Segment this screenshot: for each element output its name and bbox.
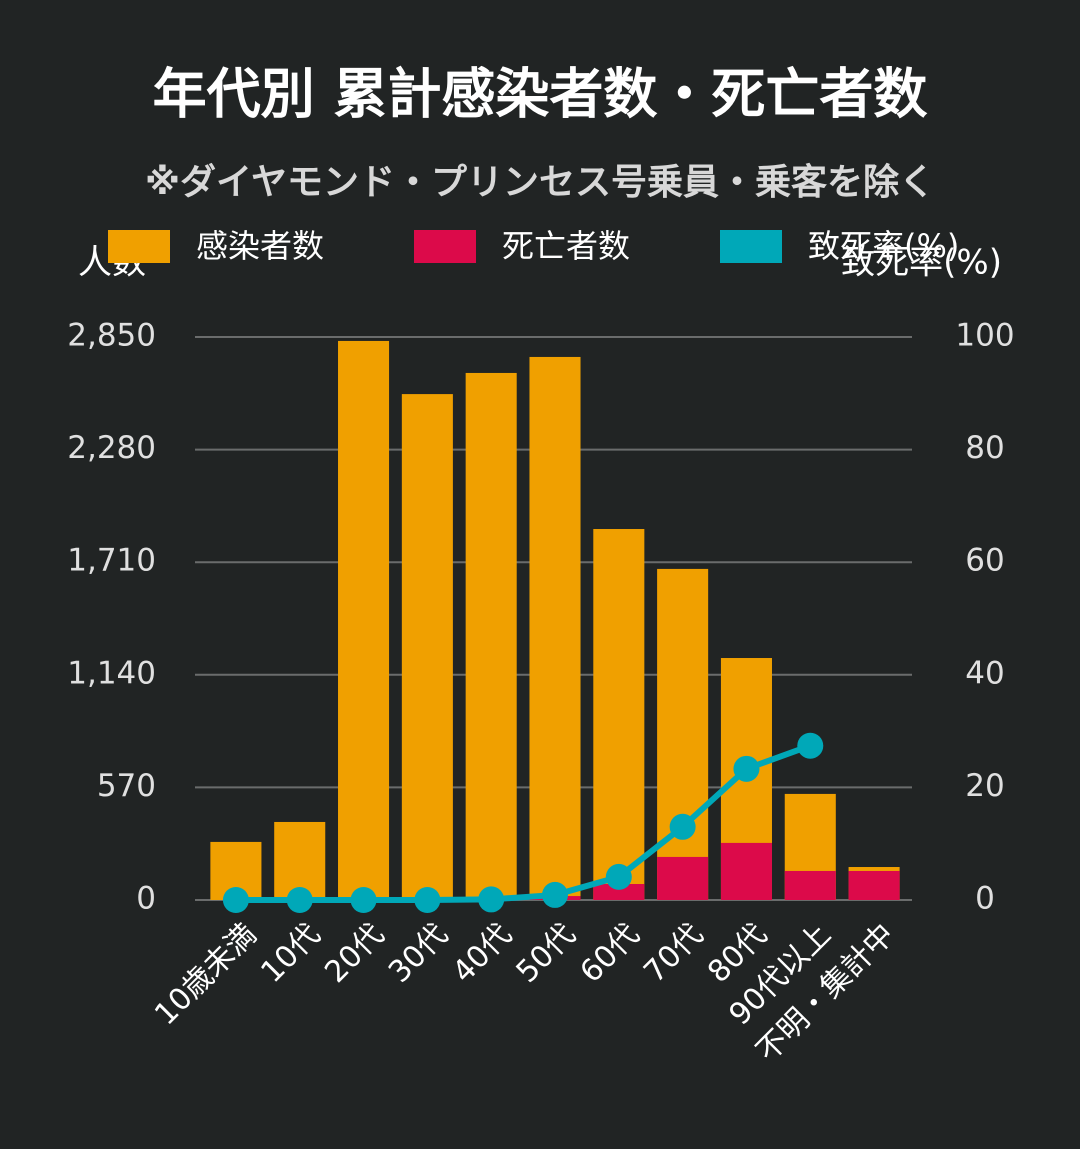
bar: [274, 821, 326, 900]
y-tick-label: 570: [97, 768, 156, 804]
line-point: [414, 887, 441, 913]
y-tick-label: 1,140: [67, 655, 156, 691]
y-tick-label: 0: [136, 881, 156, 917]
y-tick-label: 1,710: [67, 543, 156, 579]
y2-tick-label: 40: [965, 655, 1004, 691]
line-point: [542, 881, 568, 908]
y-tick-label: 2,850: [67, 318, 156, 354]
bar: [593, 529, 645, 900]
line-point: [350, 887, 377, 913]
bar: [848, 870, 900, 900]
y2-tick-label: 100: [955, 318, 1014, 354]
bar: [338, 340, 390, 900]
y2-tick-label: 80: [965, 430, 1004, 466]
y-tick-label: 2,280: [67, 430, 156, 466]
line-point: [222, 887, 249, 913]
chart-subtitle: ※ダイヤモンド・プリンセス号乗員・乗客を除く: [145, 162, 935, 203]
line-point: [669, 813, 696, 840]
y2-tick-label: 0: [975, 881, 995, 917]
chart-title: 年代別 累計感染者数・死亡者数: [153, 63, 928, 126]
legend-label: 感染者数: [196, 227, 324, 265]
line-point: [286, 887, 313, 913]
bar: [720, 842, 772, 900]
line-point: [797, 732, 824, 759]
bar: [593, 883, 645, 900]
bar: [465, 372, 517, 900]
y2-tick-label: 20: [965, 768, 1004, 804]
bar: [529, 356, 581, 901]
legend-label: 死亡者数: [502, 227, 630, 265]
line-point: [733, 755, 760, 782]
bar: [401, 394, 453, 900]
line: [235, 742, 812, 903]
legend-swatch: [108, 230, 170, 263]
y2-axis-label: 致死率(%): [841, 243, 1002, 283]
bar: [657, 568, 709, 900]
legend-swatch: [414, 230, 476, 263]
bar: [657, 856, 709, 900]
line-point: [605, 863, 632, 890]
legend-swatch: [720, 230, 782, 263]
legend-label: 致死率(%): [808, 227, 959, 265]
bar: [784, 870, 836, 900]
line-point: [478, 886, 505, 913]
y2-tick-label: 60: [965, 543, 1004, 579]
